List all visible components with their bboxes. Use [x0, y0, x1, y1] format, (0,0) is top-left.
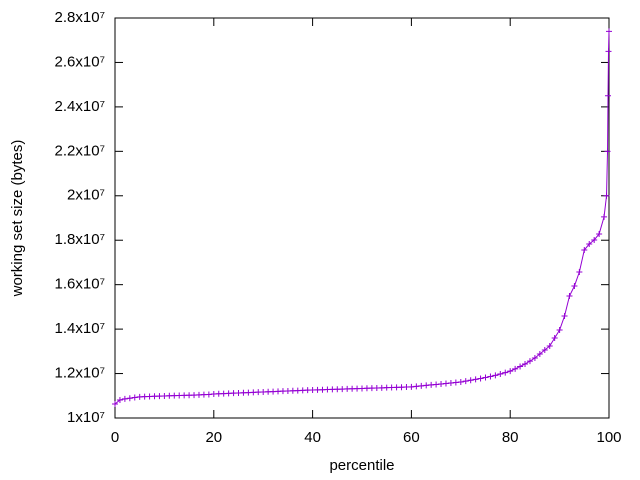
- y-tick-label: 2.2x10⁷: [55, 142, 105, 159]
- data-point: [517, 363, 524, 370]
- data-point: [526, 358, 533, 365]
- data-point: [472, 376, 479, 383]
- data-point: [131, 394, 138, 401]
- data-point: [116, 397, 123, 403]
- y-tick-label: 1.6x10⁷: [55, 276, 105, 293]
- data-point: [556, 327, 563, 333]
- data-point: [581, 247, 588, 253]
- data-point: [536, 351, 543, 357]
- y-tick-label: 1x10⁷: [67, 409, 105, 426]
- x-tick-label: 20: [205, 429, 222, 446]
- data-point: [561, 313, 568, 319]
- data-point: [512, 365, 519, 372]
- y-tick-label: 2x10⁷: [67, 187, 105, 204]
- x-tick-label: 80: [502, 429, 519, 446]
- x-tick-label: 100: [596, 429, 621, 446]
- data-point: [604, 148, 611, 155]
- plot-border: [114, 17, 610, 419]
- data-point: [457, 379, 464, 385]
- y-tick-label: 2.6x10⁷: [55, 53, 105, 70]
- data-point: [507, 368, 514, 375]
- data-point: [603, 192, 610, 199]
- data-point: [487, 373, 494, 380]
- data-point: [522, 361, 529, 367]
- data-point: [541, 347, 548, 353]
- data-point: [462, 378, 469, 385]
- data-point: [551, 335, 558, 341]
- y-tick-label: 2.8x10⁷: [55, 9, 105, 26]
- y-tick-label: 1.4x10⁷: [55, 320, 105, 337]
- data-point: [605, 92, 612, 99]
- x-tick-label: 40: [304, 429, 321, 446]
- data-point: [467, 377, 474, 384]
- y-tick-label: 2.4x10⁷: [55, 98, 105, 115]
- data-point: [601, 213, 608, 220]
- data-line: [114, 31, 610, 405]
- x-tick-label: 60: [403, 429, 420, 446]
- data-point: [497, 371, 504, 377]
- data-point: [531, 355, 538, 361]
- data-point: [477, 375, 484, 382]
- data-point: [566, 293, 573, 299]
- data-point: [126, 395, 133, 402]
- data-point: [482, 374, 489, 381]
- data-point: [121, 395, 128, 402]
- data-point: [605, 48, 612, 55]
- data-point: [596, 231, 603, 237]
- data-point: [546, 343, 553, 349]
- data-point: [492, 372, 499, 379]
- x-axis-label: percentile: [329, 457, 394, 474]
- y-tick-label: 1.2x10⁷: [55, 365, 105, 382]
- y-axis-label: working set size (bytes): [9, 140, 26, 298]
- data-point: [502, 369, 509, 376]
- data-point: [591, 237, 598, 243]
- y-tick-label: 1.8x10⁷: [55, 231, 105, 248]
- data-point: [571, 283, 578, 289]
- data-point: [576, 269, 583, 275]
- x-tick-label: 0: [111, 429, 119, 446]
- data-point: [606, 28, 612, 35]
- data-point: [112, 401, 118, 407]
- data-point: [586, 241, 593, 247]
